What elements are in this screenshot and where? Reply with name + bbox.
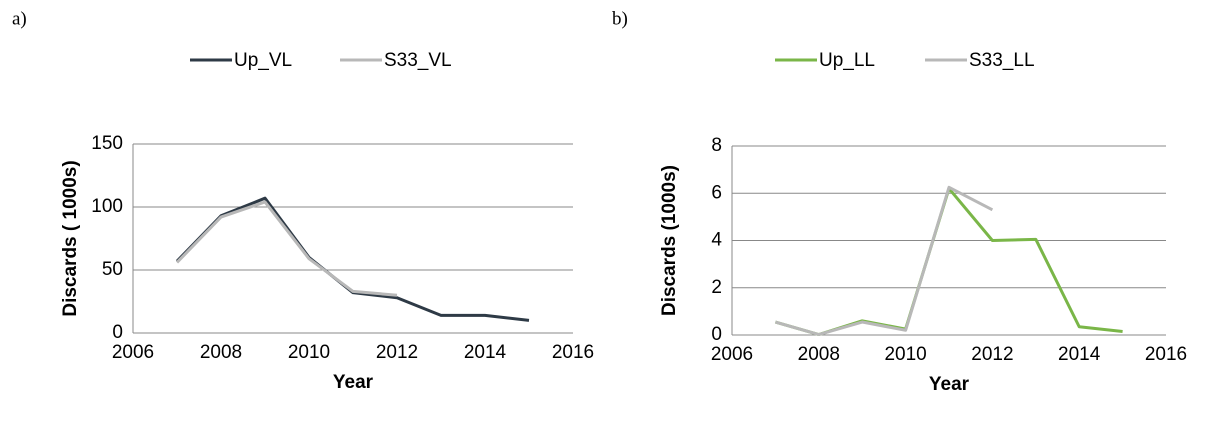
- panel-label: a): [12, 8, 27, 29]
- series-line: [175, 196, 530, 322]
- y-axis-title: Discards ( 1000s): [60, 160, 81, 316]
- x-tick-label: 2006: [112, 342, 154, 363]
- legend-label: Up_LL: [819, 50, 875, 71]
- x-tick-label: 2010: [288, 342, 330, 363]
- x-tick-label: 2012: [376, 342, 418, 363]
- y-axis-title: Discards (1000s): [659, 165, 680, 316]
- y-tick-label: 4: [711, 230, 722, 251]
- legend-label: Up_VL: [234, 50, 292, 71]
- y-tick-label: 2: [711, 277, 722, 298]
- y-tick-label: 0: [112, 322, 123, 343]
- x-tick-label: 2014: [1058, 344, 1101, 365]
- x-axis-title: Year: [929, 374, 970, 395]
- legend-label: S33_LL: [969, 50, 1035, 71]
- y-tick-label: 100: [91, 196, 123, 217]
- x-tick-label: 2016: [1145, 344, 1187, 365]
- panel-label: b): [612, 8, 628, 29]
- y-tick-label: 150: [91, 133, 123, 154]
- x-tick-label: 2008: [798, 344, 840, 365]
- x-tick-label: 2008: [200, 342, 242, 363]
- x-tick-label: 2012: [971, 344, 1013, 365]
- series-line: [175, 200, 398, 297]
- y-tick-label: 6: [711, 182, 722, 203]
- y-tick-label: 8: [711, 135, 722, 156]
- x-tick-label: 2016: [552, 342, 594, 363]
- x-tick-label: 2010: [884, 344, 926, 365]
- y-tick-label: 0: [711, 324, 722, 345]
- y-tick-label: 50: [102, 259, 123, 280]
- series-line: [774, 187, 1123, 337]
- legend-label: S33_VL: [384, 50, 452, 71]
- x-tick-label: 2014: [464, 342, 507, 363]
- x-axis-title: Year: [333, 372, 374, 393]
- x-tick-label: 2006: [711, 344, 753, 365]
- series-line: [774, 185, 994, 337]
